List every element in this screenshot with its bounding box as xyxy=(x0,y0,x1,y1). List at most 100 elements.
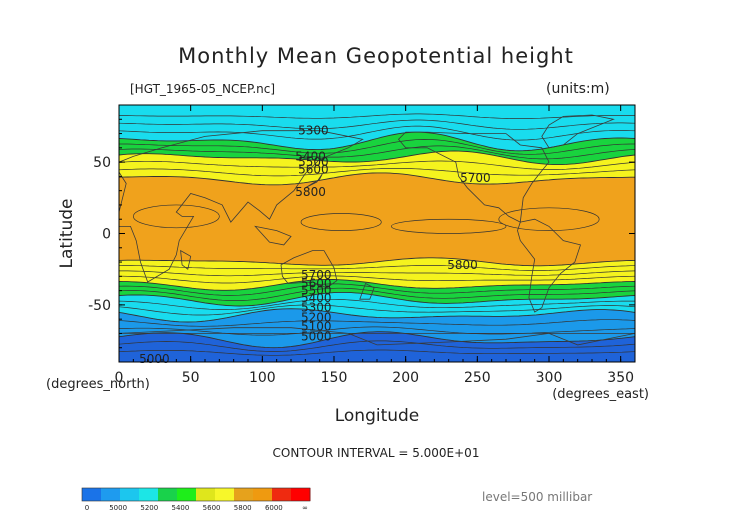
contour-label: 5500 xyxy=(301,284,332,298)
contour-line xyxy=(119,145,635,160)
coastline xyxy=(541,114,615,149)
contour-label: 5800 xyxy=(295,185,326,199)
x-tick-label: 250 xyxy=(464,370,491,386)
contour-line xyxy=(119,113,635,119)
contour-band xyxy=(119,279,635,306)
coastline xyxy=(254,225,292,246)
contour-line xyxy=(119,304,635,316)
contour-line xyxy=(119,291,635,307)
contour-line xyxy=(119,139,635,155)
contour-line xyxy=(132,204,220,229)
colorbar-swatch xyxy=(215,488,235,501)
x-tick-label: 50 xyxy=(182,370,200,386)
contour-line xyxy=(119,308,635,323)
axes: 0 50 100 150 200 250 300 350 -50 0 50 Longitude Lati… xyxy=(46,105,649,426)
contour-label: 5300 xyxy=(301,301,332,315)
contour-label: 5000 xyxy=(301,329,332,343)
x-tick-label: 300 xyxy=(536,370,563,386)
contour-line xyxy=(119,150,635,166)
contour-line xyxy=(119,270,635,277)
colorbar-swatch xyxy=(291,488,311,501)
contour-line xyxy=(498,207,600,231)
contour-line xyxy=(119,125,635,141)
colorbar-swatch xyxy=(158,488,178,501)
colorbar-tick-label: ∞ xyxy=(302,504,308,512)
filled-contours xyxy=(119,105,635,362)
contour-label: 5700 xyxy=(301,268,332,282)
x-tick-label: 150 xyxy=(321,370,348,386)
colorbar-swatch xyxy=(253,488,273,501)
contour-band xyxy=(119,308,635,348)
y-tick-label: -50 xyxy=(88,298,111,314)
colorbar-swatch xyxy=(101,488,121,501)
colorbar-tick-label: 0 xyxy=(85,504,89,512)
contour-label: 5000 xyxy=(139,352,170,366)
contour-label: 5400 xyxy=(301,291,332,305)
colorbar-frame xyxy=(81,487,311,502)
contour-label: 5500 xyxy=(298,155,329,169)
contour-label: 5800 xyxy=(447,258,478,272)
contour-label: 5600 xyxy=(301,276,332,290)
colorbar-tick-label: 5000 xyxy=(109,504,127,512)
contour-label: 5300 xyxy=(298,124,329,138)
contour-band xyxy=(119,132,635,165)
colorbar-tick-label: 5800 xyxy=(234,504,252,512)
x-tick-label: 200 xyxy=(392,370,419,386)
units-label: (units:m) xyxy=(546,81,610,97)
chart-title: Monthly Mean Geopotential height xyxy=(178,44,574,68)
colorbar-swatch xyxy=(82,488,102,501)
coastline xyxy=(305,173,323,189)
contour-line xyxy=(119,265,635,271)
contour-label: 5600 xyxy=(298,162,329,176)
contour-interval-label: CONTOUR INTERVAL = 5.000E+01 xyxy=(272,446,480,460)
y-unit-label: (degrees_north) xyxy=(46,377,150,392)
contour-label: 5200 xyxy=(301,311,332,325)
colorbar-tick-label: 5400 xyxy=(172,504,190,512)
colorbar-tick-label: 5200 xyxy=(140,504,158,512)
colorbar-swatch xyxy=(139,488,159,501)
contour-line xyxy=(119,331,635,349)
contour-line xyxy=(119,168,635,177)
contour-line xyxy=(119,279,635,291)
contour-line xyxy=(119,326,635,336)
x-tick-label: 100 xyxy=(249,370,276,386)
contour-lines xyxy=(119,113,635,356)
contour-band xyxy=(119,292,635,322)
coastline xyxy=(180,249,192,270)
contour-band xyxy=(119,172,635,266)
x-axis-label: Longitude xyxy=(335,406,420,426)
coastline xyxy=(359,282,375,300)
contour-line xyxy=(119,340,635,352)
x-tick-label: 0 xyxy=(115,370,124,386)
colorbar-swatch xyxy=(177,488,197,501)
contour-line xyxy=(119,257,635,267)
file-label: [HGT_1965-05_NCEP.nc] xyxy=(130,82,276,96)
y-tick-label: 0 xyxy=(102,227,111,243)
coastline xyxy=(517,218,582,313)
coastline xyxy=(397,131,550,223)
contour-line xyxy=(390,218,507,234)
contour-line xyxy=(119,283,635,296)
contour-line xyxy=(119,287,635,301)
colorbar-swatch xyxy=(196,488,216,501)
contour-line xyxy=(119,119,635,130)
colorbar: 0 5000 5200 5400 5600 5800 6000 ∞ xyxy=(81,487,311,512)
x-tick-label: 350 xyxy=(607,370,634,386)
contour-label: 5100 xyxy=(301,319,332,333)
coastline xyxy=(119,130,364,283)
colorbar-swatch xyxy=(234,488,254,501)
level-label: level=500 millibar xyxy=(482,490,593,504)
contour-line xyxy=(300,213,382,231)
contour-labels: 5300540055005600570058005800570056005500… xyxy=(139,124,491,366)
contour-line xyxy=(119,160,635,170)
colorbar-swatch xyxy=(120,488,140,501)
colorbar-tick-label: 6000 xyxy=(265,504,283,512)
x-unit-label: (degrees_east) xyxy=(552,387,649,402)
coastline xyxy=(280,250,338,289)
contour-band xyxy=(119,151,635,185)
coastlines xyxy=(119,114,635,346)
colorbar-tick-label: 5600 xyxy=(203,504,221,512)
contour-line xyxy=(119,298,635,310)
contour-line xyxy=(119,349,635,356)
